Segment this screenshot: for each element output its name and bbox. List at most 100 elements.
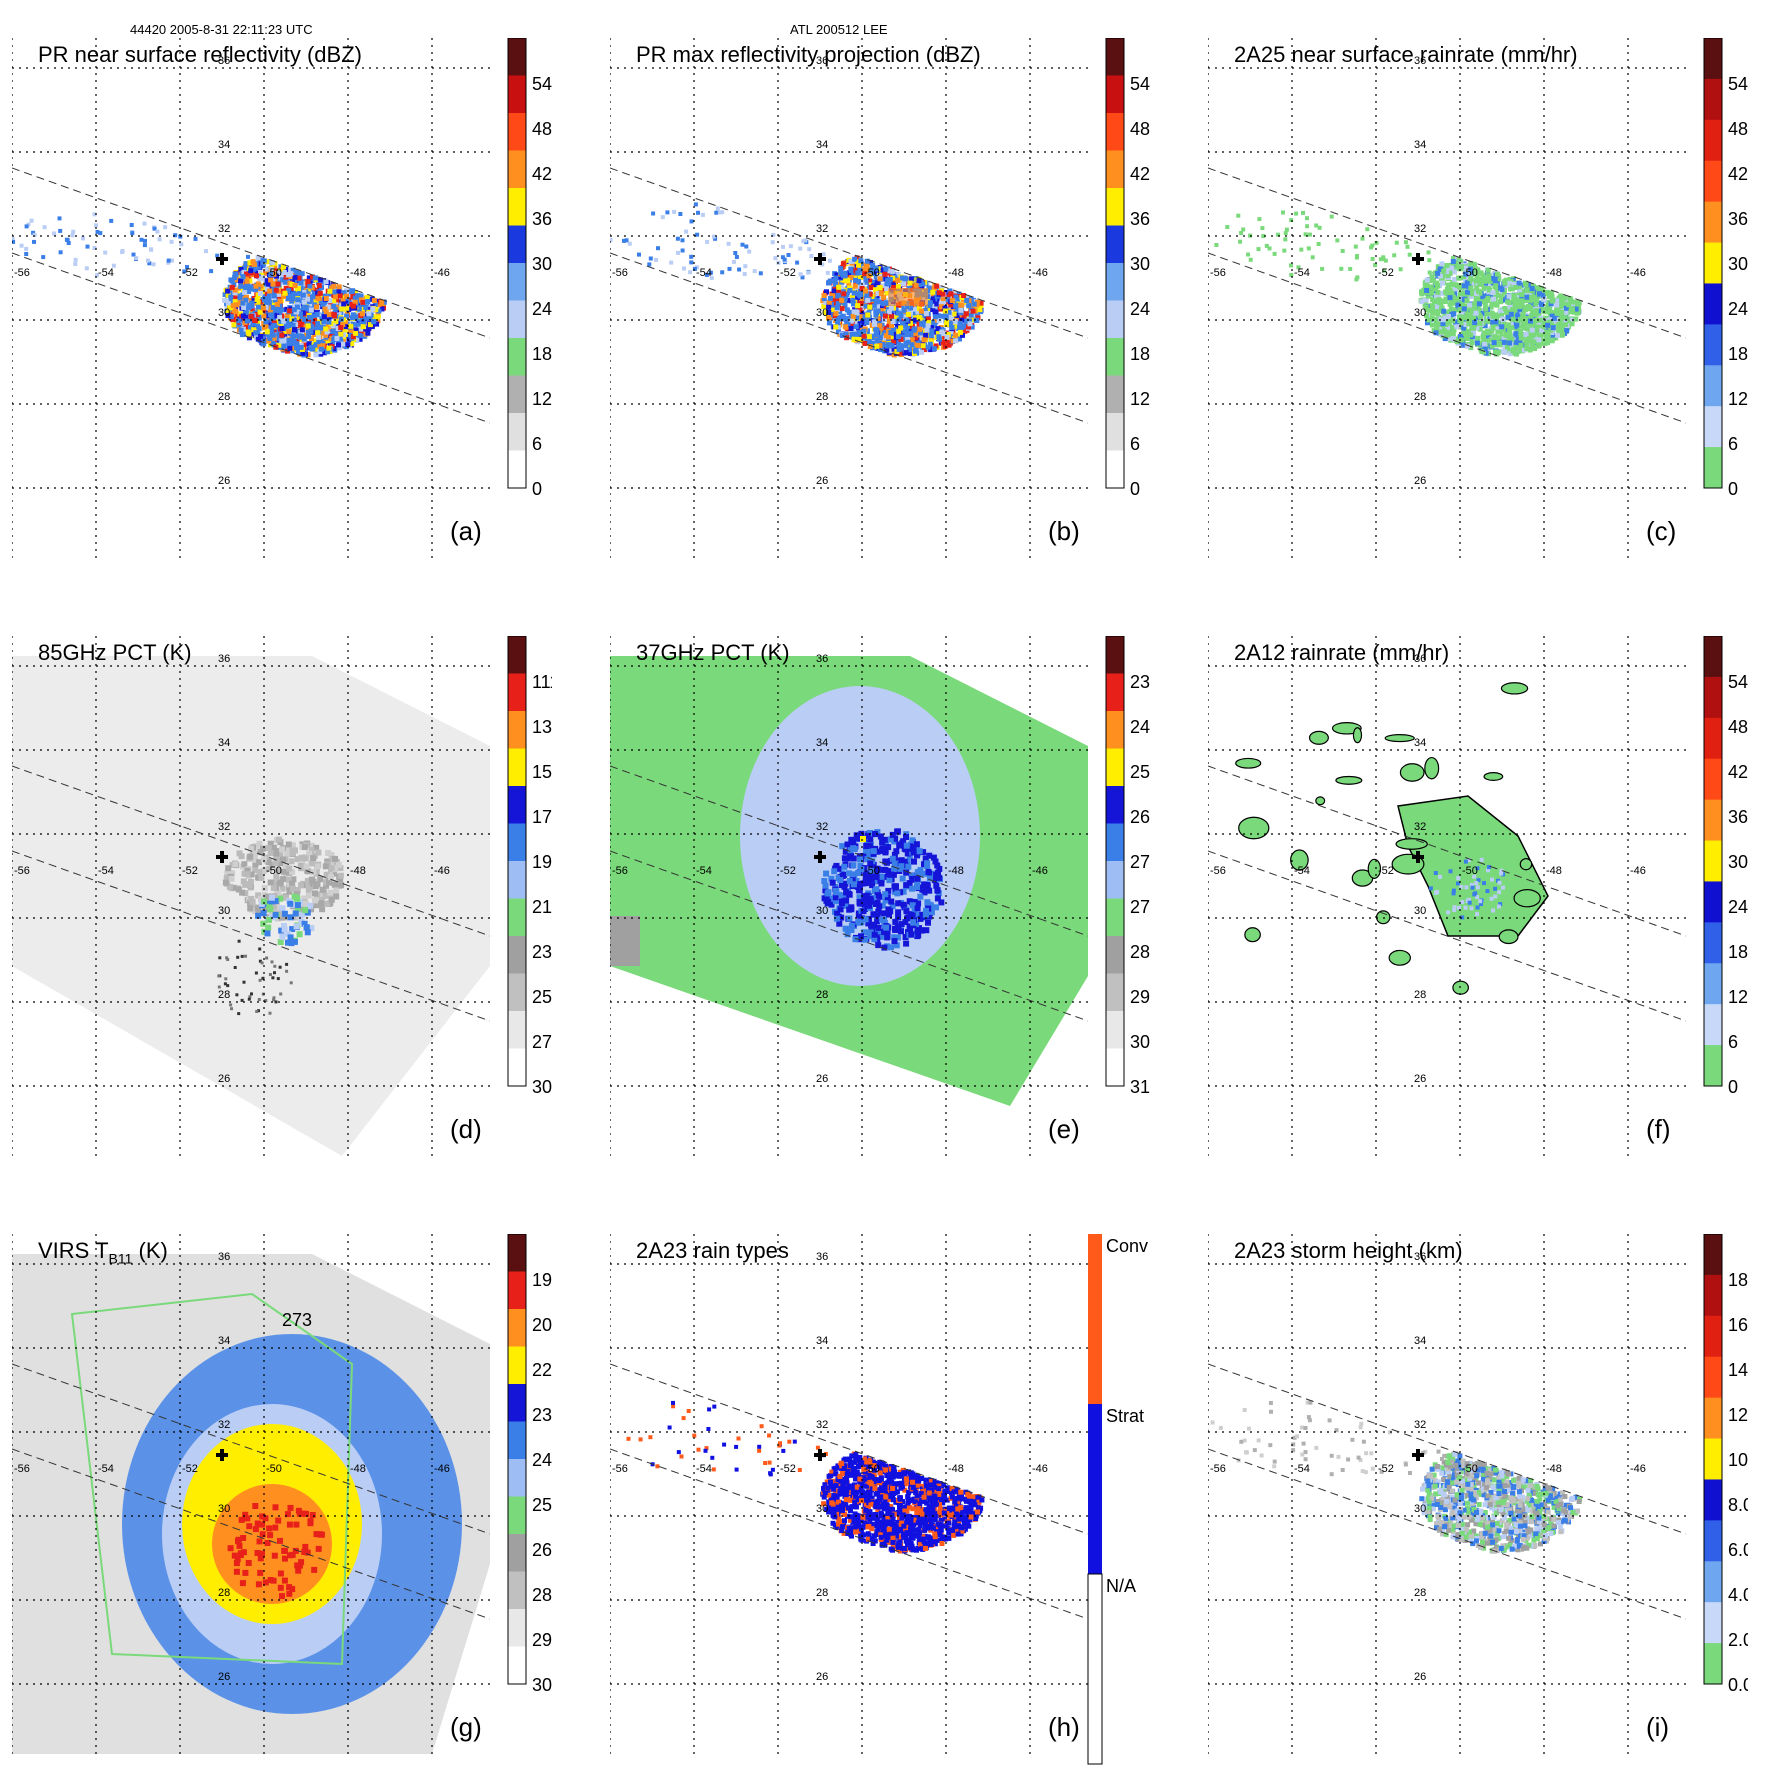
lon-label: -46: [1032, 865, 1048, 877]
scale-label: 256: [532, 1495, 552, 1515]
panel-label: (g): [450, 1712, 482, 1743]
scale-label: 6: [1728, 1032, 1738, 1052]
map-svg: 363432302826-56-54-52-50-48-465448423630…: [1208, 636, 1748, 1176]
lat-label: 30: [1414, 307, 1426, 319]
lon-label: -48: [948, 267, 964, 279]
scale-label: 279: [532, 1032, 552, 1052]
rain-field: [1236, 683, 1548, 994]
scale-label: 36: [532, 209, 552, 229]
panel-title: 2A12 rainrate (mm/hr): [1234, 640, 1449, 666]
lat-label: 36: [816, 1251, 828, 1263]
lat-label: 34: [218, 139, 230, 151]
lat-label: 28: [1414, 391, 1426, 403]
scale-label: 261: [1130, 807, 1150, 827]
lon-label: -52: [1378, 1463, 1394, 1475]
map-svg: 273363432302826-56-54-52-50-48-461962082…: [12, 1234, 552, 1774]
scale-label: 6: [532, 434, 542, 454]
panel-title: 37GHz PCT (K): [636, 640, 790, 666]
radar-field: [1208, 211, 1582, 357]
lon-label: -50: [266, 267, 282, 279]
lat-label: 36: [218, 653, 230, 665]
lat-label: 34: [218, 737, 230, 749]
lat-lon-grid: [1208, 1234, 1686, 1754]
lon-label: -54: [696, 865, 712, 877]
lon-label: -50: [864, 865, 880, 877]
brightness-field: [12, 656, 490, 1156]
color-scale: [1704, 38, 1722, 489]
lat-label: 26: [218, 475, 230, 487]
map-svg: 363432302826-56-54-52-50-48-465448423630…: [1208, 38, 1748, 578]
lon-label: -54: [98, 267, 114, 279]
lat-label: 34: [816, 737, 828, 749]
lat-label: 26: [1414, 1073, 1426, 1085]
lon-label: -48: [350, 1463, 366, 1475]
storm-height-field: [1208, 1401, 1582, 1554]
panel-title: 2A23 rain types: [636, 1238, 789, 1264]
scale-label: 30: [1130, 254, 1150, 274]
scale-label: 42: [1130, 164, 1150, 184]
scale-label: 36: [1728, 209, 1748, 229]
lon-label: -48: [1546, 267, 1562, 279]
lat-label: 32: [1414, 223, 1426, 235]
lon-label: -54: [696, 267, 712, 279]
lon-label: -48: [350, 865, 366, 877]
scale-label: 300: [532, 1077, 552, 1097]
scale-label: 232: [532, 1405, 552, 1425]
lat-label: 34: [218, 1335, 230, 1347]
scale-label: 18.0: [1728, 1270, 1748, 1290]
color-scale: [1704, 1234, 1722, 1685]
panel-label: (h): [1048, 1712, 1080, 1743]
scale-label: 6: [1130, 434, 1140, 454]
lon-label: -46: [1630, 1463, 1646, 1475]
lon-label: -52: [780, 1463, 796, 1475]
map-svg: 363432302826-56-54-52-50-48-465448423630…: [610, 38, 1150, 578]
lat-label: 34: [1414, 737, 1426, 749]
lat-label: 30: [816, 1503, 828, 1515]
scale-label: 268: [532, 1540, 552, 1560]
panel-label: (i): [1646, 1712, 1669, 1743]
scale-label: 16.0: [1728, 1315, 1748, 1335]
scale-label: 4.0: [1728, 1585, 1748, 1605]
lon-label: -48: [948, 1463, 964, 1475]
scale-label: 30: [532, 254, 552, 274]
lat-label: 34: [1414, 139, 1426, 151]
scale-label: 24: [1728, 299, 1748, 319]
scale-label: 6: [1728, 434, 1738, 454]
lon-label: -54: [1294, 1463, 1310, 1475]
panel-label: (b): [1048, 516, 1080, 547]
panel-title: PR max reflectivity projection (dBZ): [636, 42, 981, 68]
storm-name: ATL 200512 LEE: [790, 22, 888, 37]
lat-label: 32: [816, 223, 828, 235]
scale-label: 0.0: [1728, 1675, 1748, 1695]
scale-label: 315: [1130, 1077, 1150, 1097]
lat-label: 32: [218, 1419, 230, 1431]
color-scale: [1106, 636, 1124, 1087]
lat-label: 28: [816, 989, 828, 1001]
scale-label: 12: [532, 389, 552, 409]
scale-label: 292: [532, 1630, 552, 1650]
lon-label: -50: [864, 267, 880, 279]
scale-label: 258: [532, 987, 552, 1007]
scale-label: 36: [1728, 807, 1748, 827]
brightness-field: [610, 656, 1088, 1106]
scale-label: 48: [532, 119, 552, 139]
lat-label: 28: [816, 1587, 828, 1599]
lon-label: -46: [1032, 267, 1048, 279]
lon-label: -46: [434, 865, 450, 877]
lat-label: 32: [816, 821, 828, 833]
lon-label: -56: [612, 865, 628, 877]
scale-label: 306: [1130, 1032, 1150, 1052]
scale-label: 42: [532, 164, 552, 184]
scale-label: 24: [1728, 897, 1748, 917]
lon-label: -50: [1462, 1463, 1478, 1475]
lat-label: 32: [816, 1419, 828, 1431]
lon-label: -48: [948, 865, 964, 877]
scale-label: 24: [1130, 299, 1150, 319]
